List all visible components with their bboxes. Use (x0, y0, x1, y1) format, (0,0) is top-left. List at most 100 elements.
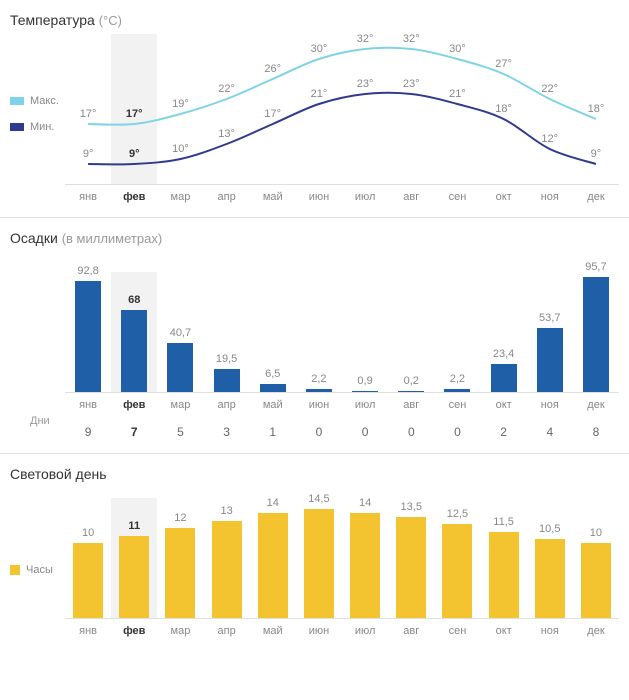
min-line (88, 93, 596, 165)
daylight-value-label: 13 (220, 505, 232, 517)
precip-bar (352, 391, 378, 392)
month-label: мар (157, 619, 203, 637)
legend-swatch-max (10, 97, 24, 105)
legend-swatch-hours (10, 565, 20, 575)
precip-value-label: 19,5 (216, 353, 237, 365)
precip-bar (167, 343, 193, 392)
temperature-title: Температура (°C) (10, 12, 619, 28)
daylight-bar (396, 517, 426, 618)
days-label: Дни (30, 415, 50, 427)
daylight-value-label: 11 (128, 520, 140, 532)
daylight-value-label: 10 (82, 527, 94, 539)
daylight-panel: Световой день Часы 101112131414,51413,51… (0, 454, 629, 651)
precip-bar (583, 277, 609, 392)
precip-bar (537, 328, 563, 392)
daylight-title: Световой день (10, 466, 619, 482)
month-label: авг (388, 185, 434, 203)
precip-days-value: 7 (111, 425, 157, 439)
precip-bar (260, 384, 286, 392)
month-label: июн (296, 619, 342, 637)
precip-value-label: 0,9 (357, 375, 372, 387)
daylight-value-label: 11,5 (493, 516, 514, 528)
precipitation-panel: Осадки (в миллиметрах) 92,86840,719,56,5… (0, 218, 629, 454)
precip-value-label: 6,5 (265, 368, 280, 380)
month-label: авг (388, 619, 434, 637)
daylight-xaxis: янвфевмарапрмайиюниюлавгсеноктноядек (65, 618, 619, 637)
month-label: ноя (527, 185, 573, 203)
legend-max-label: Макс. (30, 95, 59, 107)
daylight-title-text: Световой день (10, 466, 107, 482)
precipitation-xaxis: янвфевмарапрмайиюниюлавгсеноктноядек (65, 392, 619, 411)
month-label: дек (573, 393, 619, 411)
daylight-value-label: 14,5 (308, 493, 329, 505)
precip-bar (444, 389, 470, 392)
precip-days-value: 5 (157, 425, 203, 439)
daylight-bar (119, 536, 149, 619)
daylight-bar (489, 532, 519, 618)
daylight-bar (73, 543, 103, 618)
month-label: янв (65, 185, 111, 203)
precip-value-label: 2,2 (450, 373, 465, 385)
daylight-value-label: 10 (590, 527, 602, 539)
month-label: май (250, 185, 296, 203)
daylight-legend-label: Часы (26, 564, 53, 576)
month-label: июн (296, 393, 342, 411)
precip-days-value: 1 (250, 425, 296, 439)
precip-bar (398, 391, 424, 392)
month-label: окт (481, 619, 527, 637)
daylight-chart: 101112131414,51413,512,511,510,510 (65, 498, 619, 618)
daylight-value-label: 13,5 (401, 501, 422, 513)
precip-value-label: 0,2 (404, 375, 419, 387)
daylight-bar (442, 524, 472, 618)
month-label: авг (388, 393, 434, 411)
daylight-bar (304, 509, 334, 618)
temperature-title-text: Температура (10, 12, 95, 28)
precip-value-label: 92,8 (77, 265, 98, 277)
precip-value-label: 23,4 (493, 348, 514, 360)
precip-bar (306, 389, 332, 392)
month-label: ноя (527, 393, 573, 411)
precip-value-label: 2,2 (311, 373, 326, 385)
month-label: фев (111, 393, 157, 411)
month-label: сен (434, 185, 480, 203)
month-label: окт (481, 185, 527, 203)
precip-days-value: 4 (527, 425, 573, 439)
temperature-legend: Макс. Мин. (10, 95, 59, 147)
month-label: сен (434, 619, 480, 637)
month-label: июл (342, 393, 388, 411)
month-label: фев (111, 619, 157, 637)
month-label: ноя (527, 619, 573, 637)
month-label: июн (296, 185, 342, 203)
precip-bar (214, 369, 240, 392)
precip-days-value: 2 (481, 425, 527, 439)
month-label: апр (204, 619, 250, 637)
daylight-value-label: 12,5 (447, 508, 468, 520)
month-label: май (250, 393, 296, 411)
precip-days-value: 0 (342, 425, 388, 439)
legend-min-label: Мин. (30, 121, 54, 133)
daylight-bar (581, 543, 611, 618)
precipitation-chart: 92,86840,719,56,52,20,90,22,223,453,795,… (65, 272, 619, 392)
month-label: мар (157, 393, 203, 411)
precip-value-label: 40,7 (170, 327, 191, 339)
precip-bar (121, 310, 147, 392)
temperature-chart: 17°17°19°22°26°30°32°32°30°27°22°18°9°9°… (65, 34, 619, 184)
daylight-value-label: 14 (359, 497, 371, 509)
precipitation-title-text: Осадки (10, 230, 58, 246)
daylight-value-label: 12 (174, 512, 186, 524)
precip-days-value: 3 (204, 425, 250, 439)
daylight-value-label: 10,5 (539, 523, 560, 535)
month-label: май (250, 619, 296, 637)
precip-bar (491, 364, 517, 392)
month-label: фев (111, 185, 157, 203)
daylight-bar (350, 513, 380, 618)
daylight-bar (165, 528, 195, 618)
daylight-bar (212, 521, 242, 619)
precip-days-value: 0 (434, 425, 480, 439)
temperature-xaxis: янвфевмарапрмайиюниюлавгсеноктноядек (65, 184, 619, 203)
legend-min: Мин. (10, 121, 59, 133)
month-label: янв (65, 619, 111, 637)
precip-days-value: 0 (296, 425, 342, 439)
precip-bar (75, 281, 101, 392)
precip-days-value: 0 (388, 425, 434, 439)
